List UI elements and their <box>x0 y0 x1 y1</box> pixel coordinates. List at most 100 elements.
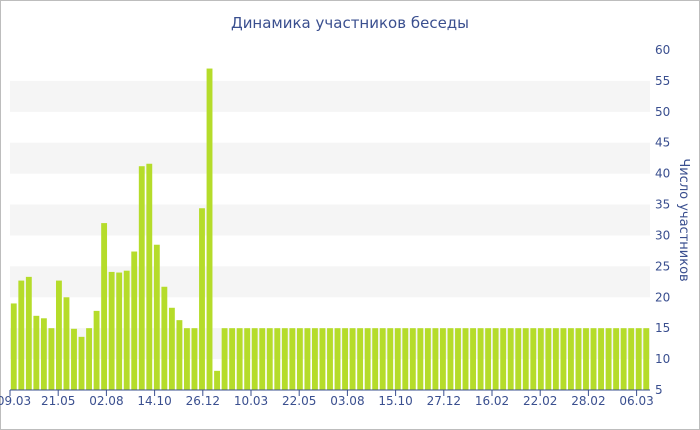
bar <box>63 297 70 390</box>
grid-band <box>10 142 650 174</box>
bar <box>191 328 198 390</box>
grid-band <box>10 204 650 236</box>
bar <box>71 328 77 390</box>
bar <box>455 328 461 390</box>
bar <box>432 328 439 390</box>
y-tick-label: 10 <box>655 352 670 366</box>
bar <box>417 328 424 390</box>
bar <box>492 328 499 390</box>
bar <box>206 68 213 391</box>
bars <box>10 68 650 391</box>
y-tick-label: 30 <box>655 229 670 243</box>
y-tick-label: 25 <box>655 259 670 273</box>
bar <box>274 328 281 390</box>
bar <box>485 328 492 390</box>
bar <box>530 328 537 390</box>
y-axis-label: Число участников <box>676 158 691 281</box>
bar <box>507 328 514 390</box>
bar <box>131 251 138 390</box>
x-tick-label: 03.08 <box>330 394 364 408</box>
bar <box>93 310 100 390</box>
chart-title: Динамика участников беседы <box>231 14 469 32</box>
bar <box>605 328 612 390</box>
y-tick-label: 55 <box>655 74 670 88</box>
y-tick-label: 35 <box>655 198 670 212</box>
bar <box>221 328 228 390</box>
bar <box>568 328 574 390</box>
bar <box>342 328 348 390</box>
y-tick-label: 45 <box>655 136 670 150</box>
x-tick-label: 06.03 <box>619 394 653 408</box>
bar <box>138 166 145 390</box>
bar <box>537 328 544 390</box>
bar <box>86 328 92 390</box>
bar <box>168 307 175 390</box>
bar <box>236 328 243 390</box>
bar <box>379 328 386 390</box>
bar <box>402 328 409 390</box>
y-tick-label: 20 <box>655 290 670 304</box>
bar <box>583 328 589 390</box>
bar <box>116 272 123 390</box>
x-tick-label: 10.03 <box>234 394 268 408</box>
x-tick-label: 16.02 <box>475 394 509 408</box>
x-tick-label: 28.02 <box>571 394 605 408</box>
bar <box>575 328 582 390</box>
bar <box>522 328 529 390</box>
bar <box>364 328 371 390</box>
bar <box>590 328 597 390</box>
y-tick-label: 5 <box>655 383 663 397</box>
bar <box>312 328 318 390</box>
bar <box>552 328 559 390</box>
bar <box>628 328 635 390</box>
bar <box>10 303 17 390</box>
bar <box>357 328 364 390</box>
x-tick-label: 27.12 <box>427 394 461 408</box>
bar <box>251 328 258 390</box>
bar <box>296 328 303 390</box>
bar <box>372 328 379 390</box>
bar <box>25 276 32 390</box>
bar <box>447 328 454 390</box>
bar <box>635 328 642 390</box>
bar <box>18 280 25 390</box>
bar <box>40 318 47 390</box>
bar <box>289 328 296 390</box>
bar <box>500 328 507 390</box>
y-tick-label: 15 <box>655 321 670 335</box>
bar <box>545 328 552 390</box>
bar <box>146 163 153 390</box>
x-tick-label: 15.10 <box>378 394 412 408</box>
bar <box>176 320 183 390</box>
bar <box>33 315 40 390</box>
bar <box>214 370 220 390</box>
x-tick-label: 22.02 <box>523 394 557 408</box>
bar <box>440 328 446 390</box>
x-tick-label: 09.03 <box>0 394 31 408</box>
bar <box>515 328 522 390</box>
x-tick-label: 22.05 <box>282 394 316 408</box>
bar <box>259 328 266 390</box>
bar <box>477 328 484 390</box>
bar <box>470 328 476 390</box>
bar <box>229 328 236 390</box>
bar <box>643 328 650 390</box>
bar <box>462 328 469 390</box>
bar <box>153 244 160 390</box>
grid-band <box>10 80 650 112</box>
bar <box>101 223 108 390</box>
bar <box>349 328 356 390</box>
bar <box>184 328 190 390</box>
x-tick-label: 02.08 <box>89 394 123 408</box>
bar <box>56 280 62 390</box>
x-tick-label: 21.05 <box>41 394 75 408</box>
bar <box>620 328 627 390</box>
bar <box>409 328 416 390</box>
bar <box>281 328 288 390</box>
y-tick-label: 50 <box>655 105 670 119</box>
y-tick-label: 40 <box>655 167 670 181</box>
bar <box>613 328 620 390</box>
bar <box>108 271 115 390</box>
bar <box>327 328 333 390</box>
